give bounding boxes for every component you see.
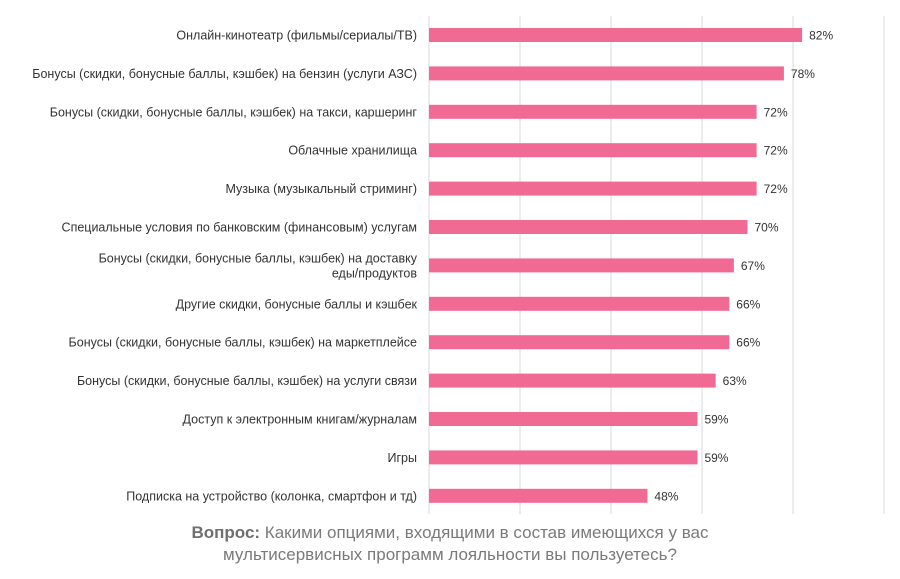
bar <box>429 258 734 273</box>
value-label: 78% <box>791 67 815 81</box>
caption-line-1: Вопрос: Какими опциями, входящими в сост… <box>0 522 900 544</box>
bar <box>429 28 803 42</box>
bar <box>429 143 757 158</box>
value-label: 59% <box>704 413 728 427</box>
bar <box>429 412 698 426</box>
category-label: Бонусы (скидки, бонусные баллы, кэшбек) … <box>50 105 418 119</box>
question-caption: Вопрос: Какими опциями, входящими в сост… <box>0 522 900 566</box>
bar <box>429 373 716 388</box>
category-label: Подписка на устройство (колонка, смартфо… <box>126 489 417 503</box>
bar <box>429 66 784 81</box>
category-label: Бонусы (скидки, бонусные баллы, кэшбек) … <box>77 374 417 388</box>
bar <box>429 181 757 196</box>
category-label: Другие скидки, бонусные баллы и кэшбек <box>176 297 418 311</box>
value-label: 70% <box>755 221 779 235</box>
value-label: 59% <box>704 451 728 465</box>
category-label: Облачные хранилища <box>288 144 417 158</box>
category-label: Специальные условия по банковским (финан… <box>62 221 417 235</box>
value-label: 66% <box>736 297 760 311</box>
caption-bold: Вопрос: <box>191 523 261 542</box>
category-label: Бонусы (скидки, бонусные баллы, кэшбек) … <box>69 336 417 350</box>
category-label: Доступ к электронным книгам/журналам <box>183 413 417 427</box>
value-label: 67% <box>741 259 765 273</box>
bar-chart: 82% Онлайн-кинотеатр (фильмы/сериалы/ТВ) 7… <box>32 16 885 514</box>
value-label: 72% <box>764 182 788 196</box>
bar <box>429 450 698 465</box>
category-label: Игры <box>388 451 417 465</box>
value-label: 72% <box>764 144 788 158</box>
value-label: 66% <box>736 336 760 350</box>
value-label: 48% <box>654 489 678 503</box>
value-label: 63% <box>723 374 747 388</box>
value-label: 82% <box>809 29 833 43</box>
bar <box>429 296 730 311</box>
category-label: Бонусы (скидки, бонусные баллы, кэшбек) … <box>99 251 418 280</box>
bar <box>429 335 730 350</box>
bar <box>429 488 648 503</box>
bar <box>429 104 757 119</box>
value-label: 72% <box>764 105 788 119</box>
caption-line-2: мультисервисных программ лояльности вы п… <box>223 545 677 564</box>
bar <box>429 220 748 234</box>
category-label: Бонусы (скидки, бонусные баллы, кэшбек) … <box>32 67 417 81</box>
category-label: Онлайн-кинотеатр (фильмы/сериалы/ТВ) <box>176 29 417 43</box>
caption-text-1: Какими опциями, входящими в состав имеющ… <box>260 523 709 542</box>
category-label: Музыка (музыкальный стриминг) <box>225 182 417 196</box>
